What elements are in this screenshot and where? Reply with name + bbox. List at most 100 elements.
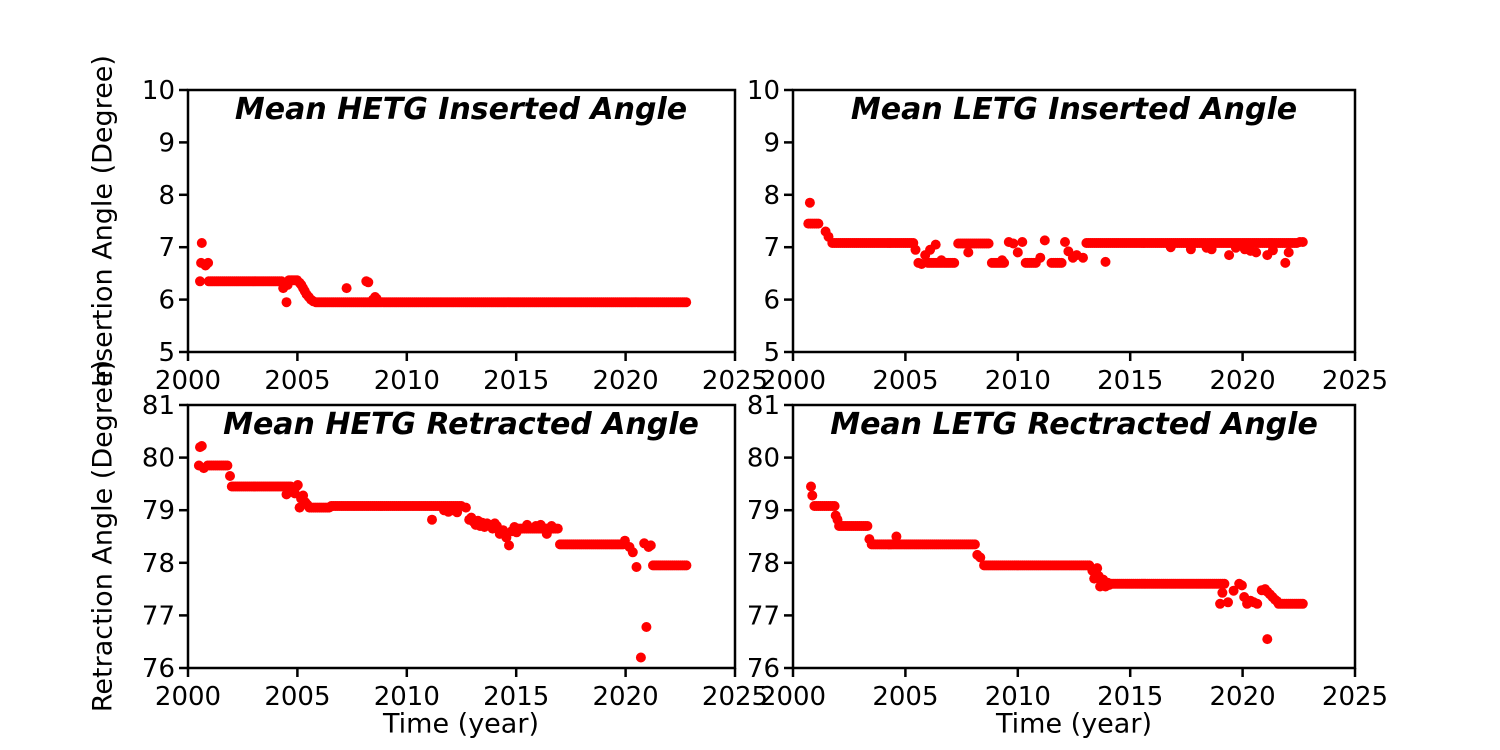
data-point [949,257,960,268]
scatter-series [193,441,692,663]
data-point [1056,257,1067,268]
data-point [1283,247,1294,258]
data-point [806,481,816,492]
data-point [427,514,437,525]
data-point [1228,585,1239,596]
x-tick-label: 2010 [374,366,440,396]
x-tick-label: 2020 [593,366,659,396]
data-point [504,540,514,551]
data-point [997,255,1008,266]
data-point [631,562,642,572]
x-axis-label-right: Time (year) [996,708,1152,740]
title-letg-rectracted: Mean LETG Rectracted Angle [830,407,1318,442]
x-tick-label: 2000 [155,366,221,396]
y-tick-label: 78 [747,549,780,579]
y-tick-label: 80 [142,444,175,474]
panel-letg-inserted: 2000 2005 2010 2015 2020 2025 5 6 7 8 9 10 [747,76,1388,396]
data-point [1219,578,1230,589]
y-tick-label: 10 [142,76,175,106]
data-point [635,652,646,663]
data-point [1060,237,1070,247]
data-point [832,514,843,525]
x-tick-label: 2000 [155,682,221,712]
panel-letg-rectracted: 2000 2005 2010 2015 2020 2025 76 77 78 79 80 81 [747,391,1388,712]
x-tick-label: 2005 [264,682,330,712]
data-point [225,471,235,481]
x-tick-label: 2015 [1097,366,1163,396]
data-point [1078,252,1088,263]
data-point [1039,235,1050,246]
x-tick-label: 2020 [593,682,659,712]
data-point [281,489,292,500]
data-point [511,527,522,538]
title-hetg-retracted: Mean HETG Retracted Angle [223,407,699,442]
x-tick-label: 2005 [872,682,938,712]
data-point [1012,247,1023,258]
title-letg-inserted: Mean LETG Inserted Angle [850,92,1298,127]
data-point [1035,252,1046,263]
data-point [1017,237,1028,247]
data-point [1262,634,1273,645]
y-tick-label: 77 [142,601,175,631]
x-tick-label: 2005 [264,366,330,396]
data-point [292,480,303,490]
data-point [541,528,552,539]
y-axis-label-retraction: Retraction Angle (Degree) [87,359,119,713]
data-point [203,257,214,268]
data-point [522,519,533,530]
x-tick-label: 2000 [760,682,826,712]
x-tick-label: 2025 [702,682,768,712]
data-point [1217,587,1228,598]
data-point [823,231,834,242]
data-point [983,238,994,249]
data-point [1100,256,1111,267]
data-point [1272,596,1282,607]
data-point [627,547,638,558]
data-point [829,501,840,511]
x-tick-label: 2020 [1210,682,1276,712]
data-point [1280,257,1291,268]
panel-hetg-inserted: 2000 2005 2010 2015 2020 2025 5 6 7 8 9 10 [142,76,768,396]
data-point [641,622,652,632]
x-tick-label: 2025 [1322,682,1388,712]
data-point [302,499,313,510]
data-point [195,276,205,287]
data-point [1224,250,1235,261]
y-tick-label: 80 [747,444,780,474]
data-point [371,293,382,304]
data-point [1236,580,1247,591]
scatter-series [803,197,1308,269]
data-point [1297,237,1308,247]
data-point [546,521,557,531]
panel-hetg-retracted: 2000 2005 2010 2015 2020 2025 76 77 78 79 80 81 [142,391,768,712]
data-point [813,218,824,229]
plot-frame [186,88,737,354]
data-point [916,259,927,269]
data-point [1185,244,1196,255]
y-tick-label: 10 [747,76,780,106]
data-point [681,297,692,308]
data-point [1206,244,1217,255]
y-tick-label: 76 [142,654,175,684]
data-point [862,521,873,531]
y-tick-label: 5 [763,338,780,368]
plot-frame [186,403,737,670]
data-point [969,539,980,550]
y-tick-label: 77 [747,601,780,631]
x-tick-label: 2015 [1097,682,1163,712]
data-point [910,244,921,255]
x-tick-label: 2010 [374,682,440,712]
data-point [1215,598,1226,609]
data-point [281,297,292,308]
plot-frame [791,88,1357,354]
data-point [1267,245,1278,256]
y-tick-label: 7 [763,233,780,263]
data-point [460,502,471,513]
data-point [864,534,875,545]
data-point [341,283,352,294]
data-point [975,552,986,563]
data-point [1230,242,1241,253]
y-tick-label: 81 [142,391,175,421]
data-point [681,560,692,571]
